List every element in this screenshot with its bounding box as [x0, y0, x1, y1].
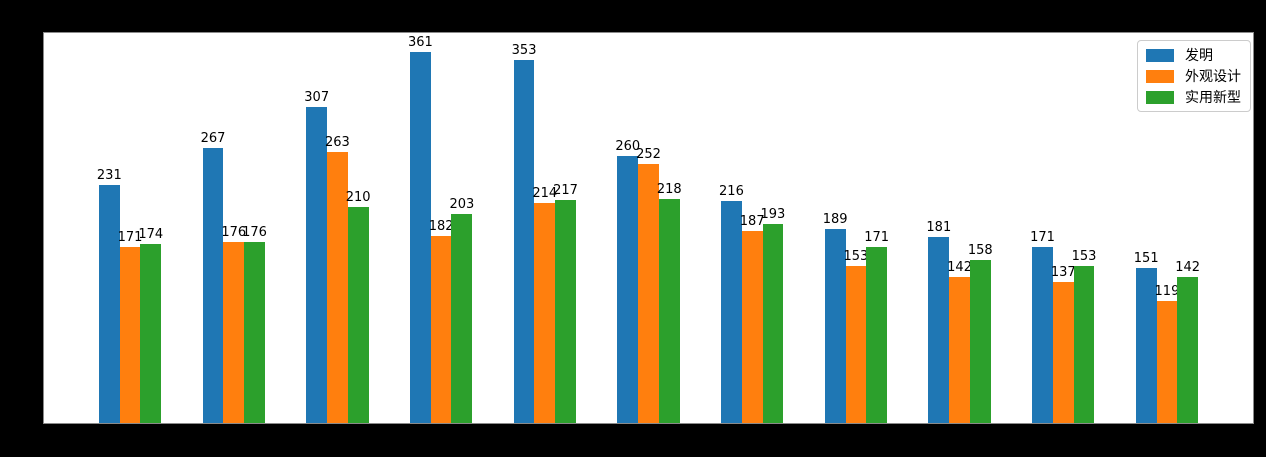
bar-series-2-group-7	[866, 247, 887, 423]
bar-series-0-group-8	[928, 236, 950, 423]
bar-series-1-group-2	[327, 152, 348, 423]
legend-item-series-1: 外观设计	[1146, 67, 1241, 85]
bar-series-1-group-9	[1052, 282, 1074, 423]
bar-value-label: 361	[407, 34, 433, 50]
bar-value-label: 176	[242, 224, 267, 240]
bar-series-1-group-3	[430, 235, 452, 423]
bar-value-label: 307	[304, 90, 330, 106]
bar-value-label: 158	[967, 243, 993, 259]
bar-series-2-group-10	[1177, 276, 1199, 423]
bar-series-0-group-5	[617, 155, 639, 423]
legend-item-series-0: 发明	[1146, 46, 1241, 64]
legend-label-series-1: 外观设计	[1185, 69, 1241, 85]
legend-label-series-0: 发明	[1185, 48, 1213, 64]
bar-value-label: 267	[200, 131, 226, 147]
bar-value-label: 263	[325, 135, 350, 151]
bar-series-2-group-9	[1073, 265, 1095, 423]
bar-series-1-group-7	[845, 265, 867, 423]
bar-value-label: 182	[428, 218, 454, 234]
bar-value-label: 153	[843, 248, 869, 264]
bar-series-0-group-0	[98, 185, 120, 423]
bar-series-2-group-6	[762, 224, 784, 423]
bar-value-label: 218	[656, 181, 682, 197]
bar-series-0-group-3	[410, 51, 431, 423]
bar-value-label: 252	[636, 146, 661, 162]
legend-label-series-2: 实用新型	[1185, 90, 1241, 106]
bar-series-0-group-2	[306, 107, 328, 423]
bar-value-label: 171	[1030, 230, 1055, 246]
legend-item-series-2: 实用新型	[1146, 88, 1241, 106]
legend-swatch-series-1	[1146, 69, 1174, 83]
bar-series-0-group-1	[202, 148, 224, 423]
bar-series-1-group-8	[949, 276, 970, 423]
bar-value-label: 214	[532, 185, 558, 201]
bar-value-label: 189	[822, 211, 848, 227]
bar-value-label: 187	[739, 213, 765, 229]
bar-series-0-group-4	[513, 59, 535, 423]
bar-series-1-group-4	[534, 202, 556, 423]
bar-value-label: 210	[345, 189, 371, 205]
bars-layer: 231 267 307 361 353 260 216 189 181 171 151 171 176 2…	[44, 33, 1253, 423]
bar-series-1-group-5	[638, 163, 659, 423]
bar-value-label: 153	[1071, 248, 1097, 264]
bar-series-2-group-3	[451, 214, 473, 423]
plot-area: 231 267 307 361 353 260 216 189 181 171 151 171 176 2…	[43, 32, 1254, 424]
bar-value-label: 142	[1175, 259, 1201, 275]
bar-value-label: 176	[221, 224, 247, 240]
bar-value-label: 174	[138, 226, 164, 242]
bar-series-1-group-0	[119, 247, 141, 423]
bar-series-2-group-1	[244, 241, 265, 423]
bar-value-label: 142	[947, 259, 972, 275]
bar-series-0-group-6	[721, 200, 742, 423]
bar-series-2-group-0	[140, 243, 162, 423]
bar-series-2-group-2	[347, 206, 369, 423]
bar-value-label: 231	[96, 168, 122, 184]
legend-swatch-series-0	[1146, 48, 1174, 62]
bar-series-2-group-8	[969, 260, 991, 423]
legend: 发明 外观设计 实用新型	[1137, 40, 1251, 112]
bar-value-label: 203	[449, 197, 475, 213]
bar-series-1-group-6	[741, 230, 763, 423]
bar-series-2-group-4	[555, 199, 576, 423]
bar-value-label: 171	[117, 230, 143, 246]
bar-series-1-group-1	[223, 241, 245, 423]
bar-value-label: 151	[1133, 250, 1159, 266]
bar-value-label: 260	[615, 138, 641, 154]
bar-value-label: 353	[511, 42, 537, 58]
bar-series-0-group-10	[1135, 267, 1157, 423]
bar-value-label: 217	[553, 182, 578, 198]
bar-value-label: 171	[864, 230, 890, 246]
bar-value-label: 181	[926, 219, 952, 235]
bar-series-1-group-10	[1156, 300, 1178, 423]
bar-value-label: 193	[760, 207, 786, 223]
bar-value-label: 119	[1154, 283, 1180, 299]
bar-series-0-group-9	[1032, 247, 1053, 423]
bar-value-label: 137	[1050, 265, 1076, 281]
bar-value-label: 216	[719, 183, 744, 199]
bar-series-2-group-5	[658, 198, 680, 423]
bar-series-0-group-7	[824, 228, 846, 423]
legend-swatch-series-2	[1146, 90, 1174, 104]
